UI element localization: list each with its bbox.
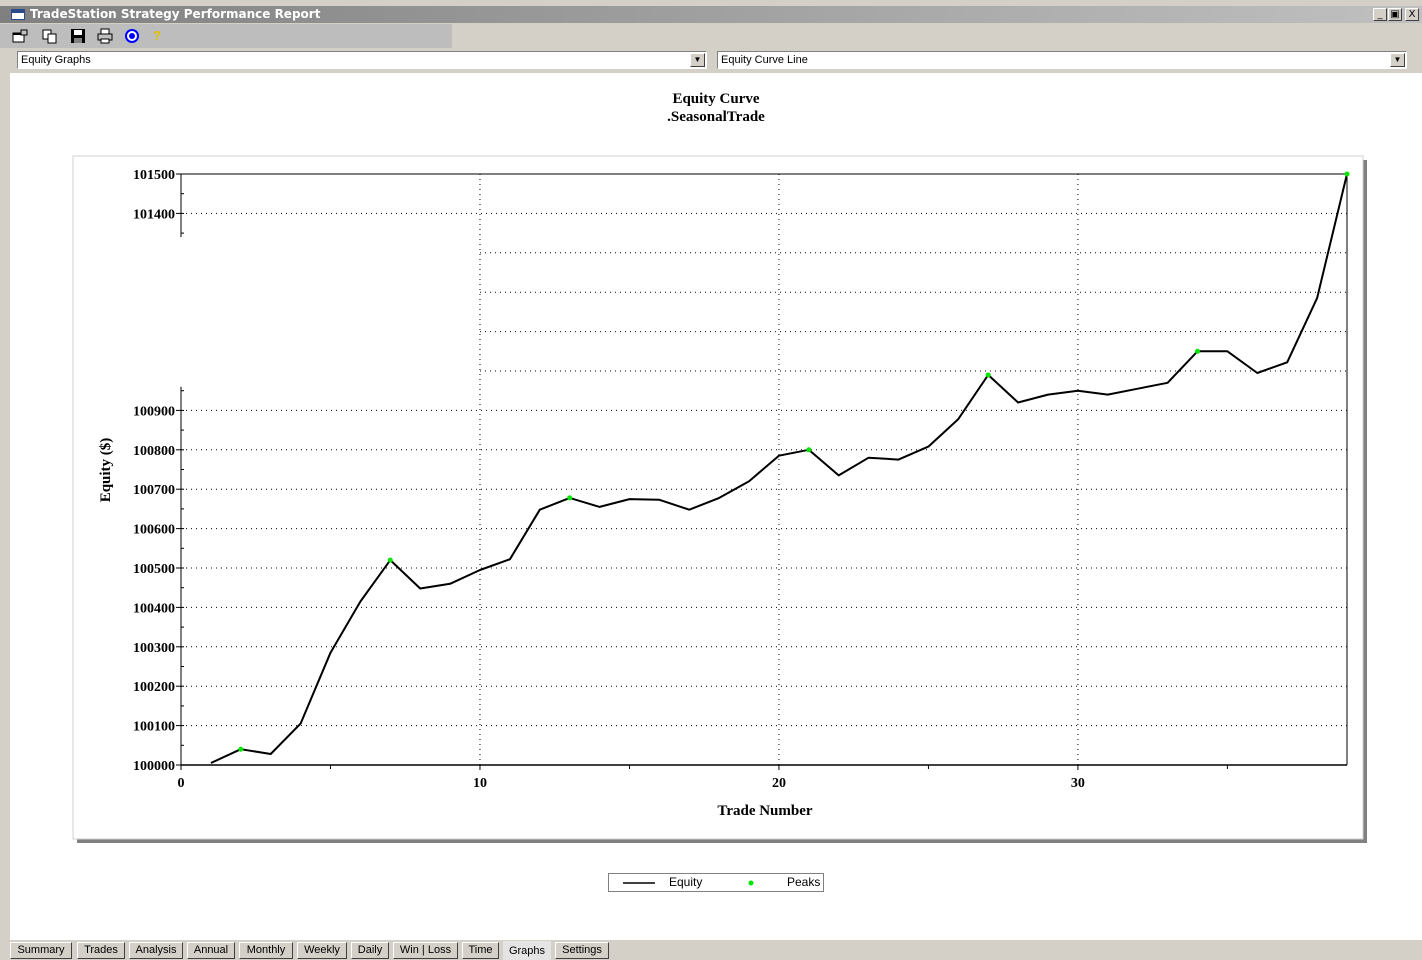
tab-monthly[interactable]: Monthly xyxy=(239,942,293,959)
x-axis-label: Trade Number xyxy=(717,803,812,819)
report-type-value: Equity Graphs xyxy=(21,54,91,66)
y-tick-label: 100000 xyxy=(133,759,175,774)
y-tick-label: 100900 xyxy=(133,404,175,419)
equity-series xyxy=(210,173,1348,764)
report-type-select[interactable]: Equity Graphs ▼ xyxy=(17,51,707,69)
y-tick-label: 100300 xyxy=(133,641,175,656)
chart-panel: Equity Curve .SeasonalTrade 100000 100100… xyxy=(10,73,1422,940)
save-icon[interactable] xyxy=(70,28,86,44)
y-tick-label: 100100 xyxy=(133,720,175,735)
peak-point xyxy=(387,557,393,563)
app-icon xyxy=(11,9,25,20)
y-tick-label: 100800 xyxy=(133,444,175,459)
peaks-series xyxy=(238,171,1350,752)
target-icon[interactable] xyxy=(124,28,140,44)
peak-point xyxy=(985,372,991,378)
tab-settings[interactable]: Settings xyxy=(555,942,609,959)
x-tick-label: 10 xyxy=(473,776,487,791)
y-tick-label: 100400 xyxy=(133,601,175,616)
help-icon[interactable]: ? xyxy=(153,28,161,43)
minimize-button[interactable]: _ xyxy=(1373,8,1387,21)
chevron-down-icon[interactable]: ▼ xyxy=(690,53,705,67)
x-tick-label: 0 xyxy=(178,776,185,791)
graph-type-value: Equity Curve Line xyxy=(721,54,808,66)
peak-point xyxy=(1344,171,1350,177)
dropdown-row: Equity Graphs ▼ Equity Curve Line ▼ xyxy=(0,48,1422,70)
x-tick-label: 30 xyxy=(1071,776,1085,791)
y-tick-label: 100200 xyxy=(133,680,175,695)
restore-button[interactable]: ▣ xyxy=(1388,8,1402,21)
window-title: TradeStation Strategy Performance Report xyxy=(30,7,321,21)
tab-summary[interactable]: Summary xyxy=(10,942,72,959)
tab-time[interactable]: Time xyxy=(462,942,499,959)
y-tick-label: 100700 xyxy=(133,483,175,498)
y-tick-label: 101400 xyxy=(133,207,175,222)
tab-analysis[interactable]: Analysis xyxy=(129,942,183,959)
chart-legend: Equity Peaks xyxy=(608,873,824,892)
copy-icon[interactable] xyxy=(42,28,58,44)
legend-equity-label: Equity xyxy=(669,875,703,889)
tab-bar: Summary Trades Analysis Annual Monthly W… xyxy=(0,940,1422,960)
chart-title: Equity Curve xyxy=(672,91,760,107)
toolbar: ? xyxy=(0,24,452,48)
peak-point xyxy=(806,447,812,453)
chart-subtitle: .SeasonalTrade xyxy=(667,109,765,125)
legend-peaks-label: Peaks xyxy=(787,875,821,889)
title-bar: TradeStation Strategy Performance Report… xyxy=(0,6,1422,23)
axes: 100000 100100 100200 100300 100400 100500 1006… xyxy=(133,168,1348,791)
peak-point xyxy=(238,746,244,752)
tab-trades[interactable]: Trades xyxy=(77,942,125,959)
peak-point xyxy=(567,495,573,501)
chevron-down-icon[interactable]: ▼ xyxy=(1390,53,1405,67)
graph-type-select[interactable]: Equity Curve Line ▼ xyxy=(717,51,1407,69)
y-tick-label: 100500 xyxy=(133,562,175,577)
equity-line xyxy=(210,173,1348,764)
tab-win-loss[interactable]: Win | Loss xyxy=(393,942,458,959)
x-tick-label: 20 xyxy=(772,776,786,791)
y-tick-label: 101500 xyxy=(133,168,175,183)
peak-point xyxy=(1195,348,1201,354)
tab-weekly[interactable]: Weekly xyxy=(297,942,347,959)
print-icon[interactable] xyxy=(97,28,113,44)
y-axis-label: Equity ($) xyxy=(98,438,114,503)
grid-lines xyxy=(181,174,1347,765)
plot-frame xyxy=(72,155,1367,843)
peaks-legend-marker xyxy=(748,880,754,886)
y-tick-label: 100600 xyxy=(133,523,175,538)
tab-annual[interactable]: Annual xyxy=(187,942,235,959)
tab-daily[interactable]: Daily xyxy=(351,942,389,959)
close-button[interactable]: X xyxy=(1405,8,1419,21)
properties-icon[interactable] xyxy=(12,28,28,44)
tab-graphs[interactable]: Graphs xyxy=(503,941,551,960)
equity-chart: 100000 100100 100200 100300 100400 100500 1006… xyxy=(72,155,1367,843)
